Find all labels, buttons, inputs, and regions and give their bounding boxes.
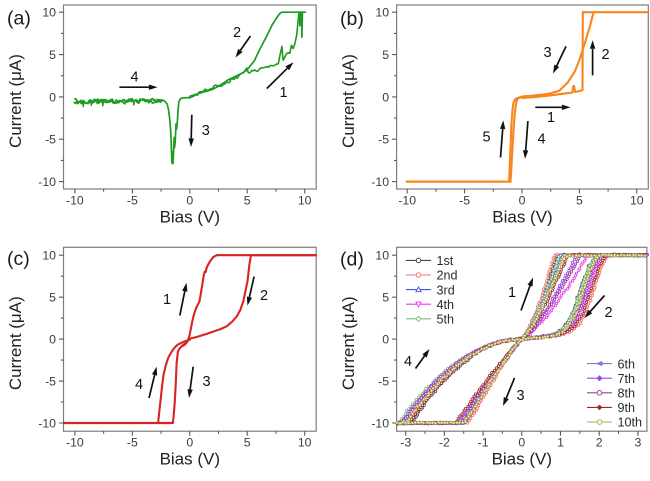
svg-text:-10: -10 bbox=[38, 416, 56, 430]
svg-text:6th: 6th bbox=[618, 357, 636, 371]
svg-text:0: 0 bbox=[49, 90, 56, 104]
svg-text:1: 1 bbox=[508, 285, 516, 301]
svg-text:0: 0 bbox=[382, 333, 389, 347]
svg-text:4: 4 bbox=[135, 377, 143, 393]
svg-text:0: 0 bbox=[519, 194, 526, 208]
svg-text:2: 2 bbox=[260, 288, 268, 304]
svg-text:4: 4 bbox=[404, 354, 412, 370]
svg-text:5: 5 bbox=[576, 194, 583, 208]
svg-text:Current (μA): Current (μA) bbox=[339, 296, 358, 390]
svg-text:2: 2 bbox=[601, 47, 609, 63]
svg-text:10: 10 bbox=[42, 249, 56, 263]
svg-text:1: 1 bbox=[163, 292, 171, 308]
svg-text:3: 3 bbox=[516, 388, 524, 404]
svg-text:2: 2 bbox=[233, 25, 241, 41]
svg-text:3: 3 bbox=[202, 374, 210, 390]
svg-text:2: 2 bbox=[604, 305, 612, 321]
svg-text:3: 3 bbox=[543, 45, 551, 61]
svg-text:10th: 10th bbox=[618, 416, 643, 430]
svg-text:-10: -10 bbox=[66, 194, 84, 208]
svg-text:1: 1 bbox=[557, 436, 564, 450]
svg-text:10: 10 bbox=[298, 436, 312, 450]
svg-text:-2: -2 bbox=[439, 436, 450, 450]
svg-text:-5: -5 bbox=[45, 374, 56, 388]
svg-text:5th: 5th bbox=[437, 313, 455, 327]
svg-text:10: 10 bbox=[42, 6, 56, 20]
svg-text:3: 3 bbox=[634, 436, 641, 450]
svg-text:(d): (d) bbox=[340, 249, 364, 271]
svg-text:10: 10 bbox=[375, 6, 389, 20]
svg-text:7th: 7th bbox=[618, 372, 636, 386]
svg-text:0: 0 bbox=[382, 90, 389, 104]
svg-text:5: 5 bbox=[482, 130, 490, 146]
svg-text:Current (μA): Current (μA) bbox=[6, 296, 25, 390]
svg-text:Bias (V): Bias (V) bbox=[492, 208, 552, 227]
svg-text:(c): (c) bbox=[7, 248, 30, 270]
svg-text:5: 5 bbox=[49, 291, 56, 305]
svg-text:10: 10 bbox=[375, 249, 389, 263]
svg-text:0: 0 bbox=[49, 333, 56, 347]
svg-text:10: 10 bbox=[298, 194, 312, 208]
svg-text:-1: -1 bbox=[478, 436, 489, 450]
svg-text:(a): (a) bbox=[7, 8, 31, 30]
svg-text:1st: 1st bbox=[437, 254, 454, 268]
svg-text:(b): (b) bbox=[340, 8, 364, 30]
svg-text:-5: -5 bbox=[378, 133, 389, 147]
svg-text:9th: 9th bbox=[618, 401, 636, 415]
svg-text:2nd: 2nd bbox=[437, 269, 458, 283]
svg-text:Current (μA): Current (μA) bbox=[6, 54, 25, 148]
svg-text:5: 5 bbox=[49, 48, 56, 62]
svg-text:-5: -5 bbox=[378, 374, 389, 388]
svg-text:2: 2 bbox=[596, 436, 603, 450]
svg-text:0: 0 bbox=[186, 194, 193, 208]
svg-text:-10: -10 bbox=[66, 436, 84, 450]
svg-text:-3: -3 bbox=[400, 436, 411, 450]
svg-text:-10: -10 bbox=[371, 175, 389, 189]
svg-text:0: 0 bbox=[186, 436, 193, 450]
svg-text:4th: 4th bbox=[437, 298, 455, 312]
svg-text:3rd: 3rd bbox=[437, 283, 455, 297]
svg-text:1: 1 bbox=[279, 85, 287, 101]
svg-text:10: 10 bbox=[630, 194, 644, 208]
svg-text:5: 5 bbox=[244, 436, 251, 450]
svg-text:-5: -5 bbox=[127, 194, 138, 208]
svg-text:0: 0 bbox=[518, 436, 525, 450]
svg-text:4: 4 bbox=[537, 132, 545, 148]
svg-text:Bias (V): Bias (V) bbox=[160, 450, 220, 469]
svg-text:3: 3 bbox=[202, 123, 210, 139]
svg-text:5: 5 bbox=[382, 291, 389, 305]
svg-text:-10: -10 bbox=[398, 194, 416, 208]
svg-text:5: 5 bbox=[382, 48, 389, 62]
svg-text:-5: -5 bbox=[127, 436, 138, 450]
svg-text:Current (μA): Current (μA) bbox=[339, 54, 358, 148]
svg-text:Bias (V): Bias (V) bbox=[492, 450, 552, 469]
svg-text:8th: 8th bbox=[618, 387, 636, 401]
svg-text:Bias (V): Bias (V) bbox=[160, 208, 220, 227]
svg-text:1: 1 bbox=[547, 110, 555, 126]
svg-text:-5: -5 bbox=[459, 194, 470, 208]
svg-text:5: 5 bbox=[244, 194, 251, 208]
svg-text:-5: -5 bbox=[45, 133, 56, 147]
svg-text:-10: -10 bbox=[371, 416, 389, 430]
svg-text:4: 4 bbox=[130, 70, 138, 86]
svg-text:-10: -10 bbox=[38, 175, 56, 189]
